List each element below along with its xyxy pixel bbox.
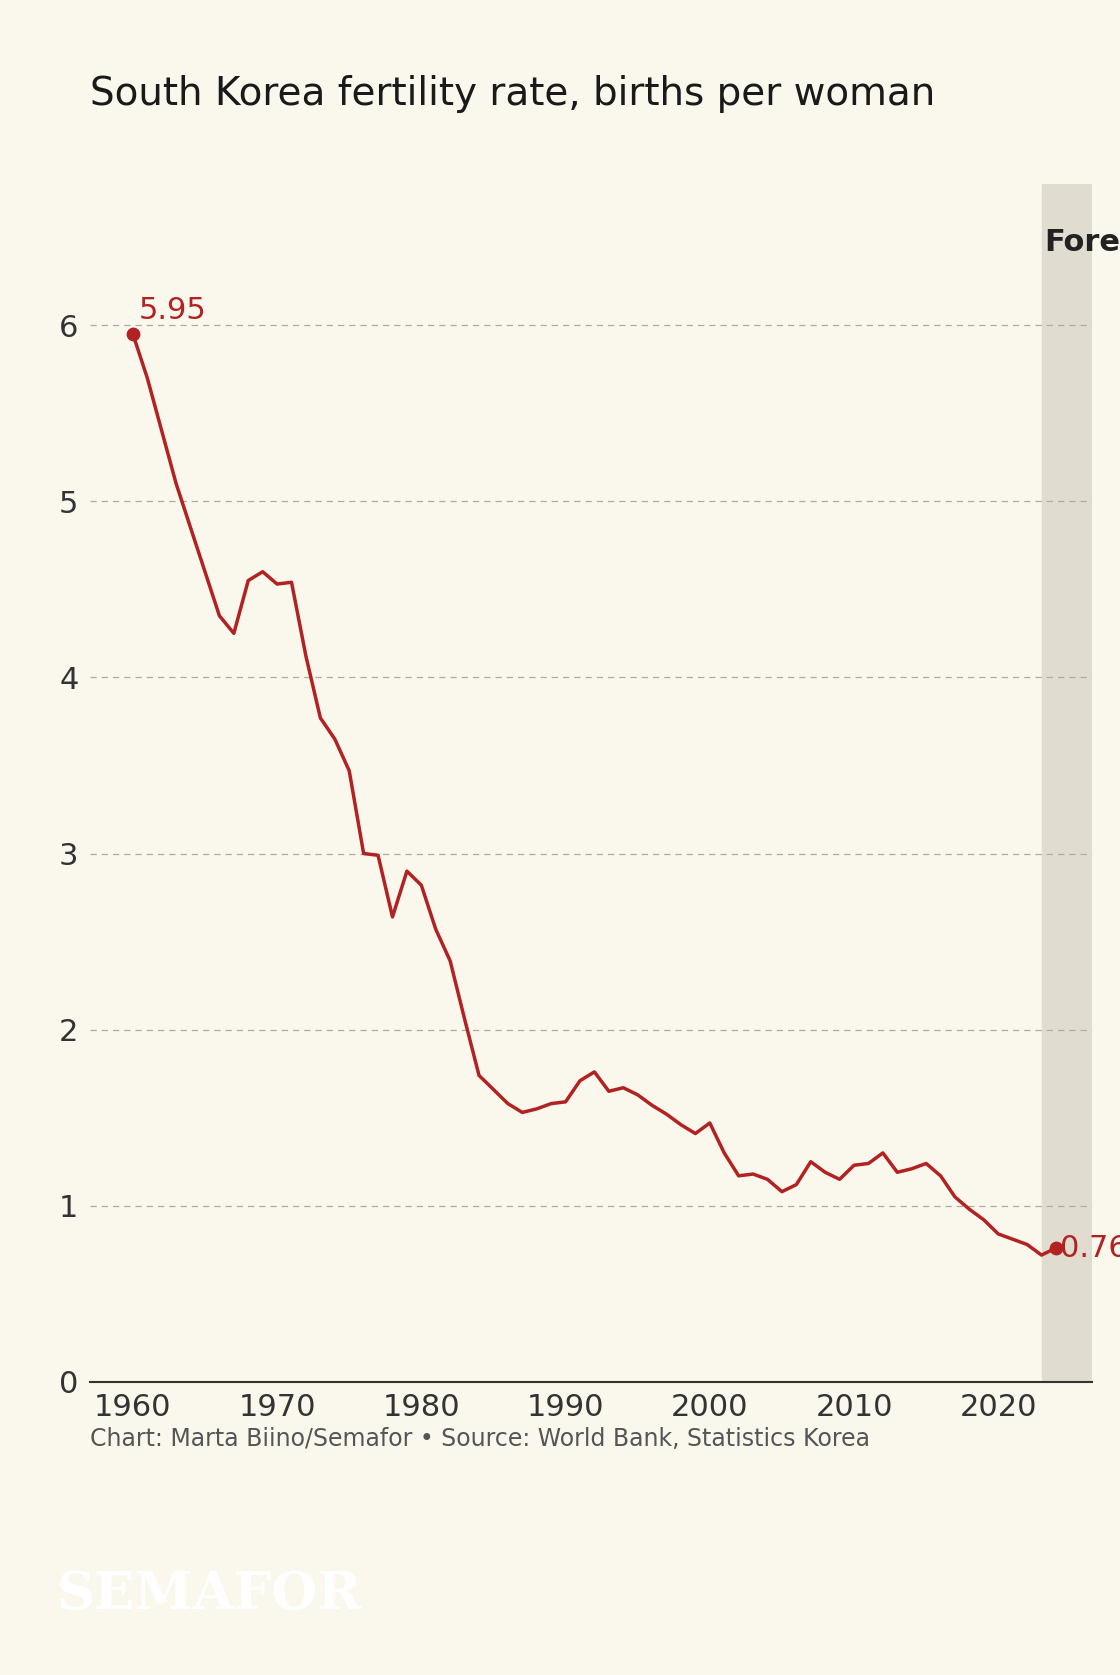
Text: 0.76: 0.76 bbox=[1061, 1233, 1120, 1263]
Text: South Korea fertility rate, births per woman: South Korea fertility rate, births per w… bbox=[90, 75, 935, 114]
Point bbox=[124, 320, 142, 347]
Text: 5.95: 5.95 bbox=[139, 296, 206, 325]
Point bbox=[1047, 1234, 1065, 1261]
Text: Chart: Marta Biino/Semafor • Source: World Bank, Statistics Korea: Chart: Marta Biino/Semafor • Source: Wor… bbox=[90, 1427, 869, 1451]
Text: Forecast: Forecast bbox=[1045, 228, 1120, 258]
Bar bbox=[1042, 184, 1092, 1382]
Text: SEMAFOR: SEMAFOR bbox=[56, 1569, 361, 1620]
